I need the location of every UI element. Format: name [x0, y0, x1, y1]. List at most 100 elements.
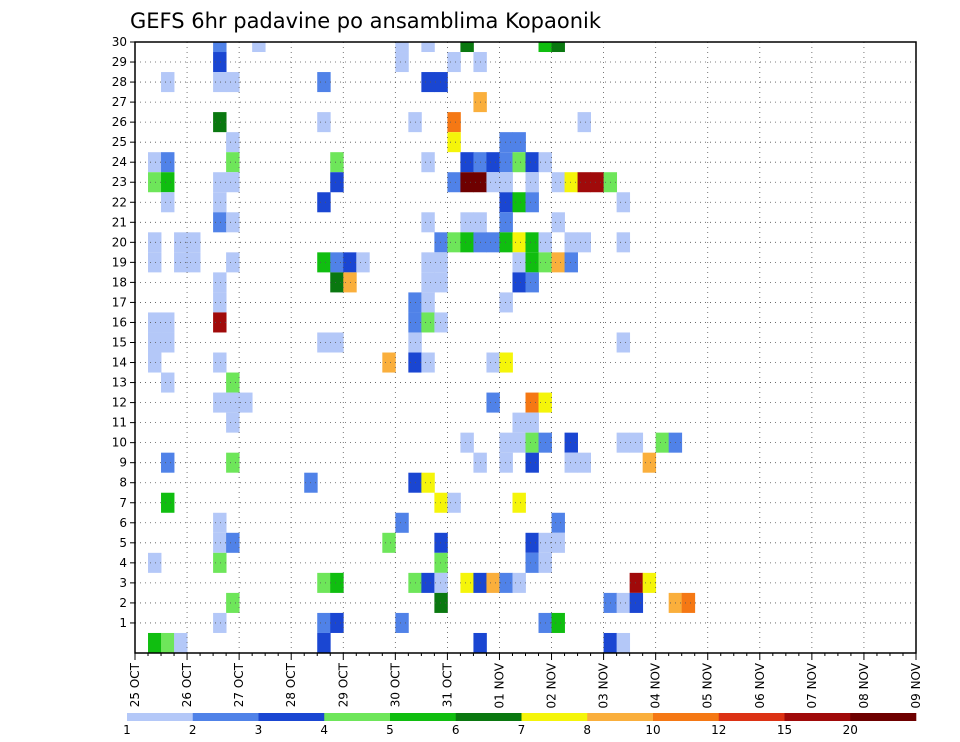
heatmap-cell — [486, 152, 500, 173]
heatmap-cell — [629, 592, 644, 613]
heatmap-cell — [460, 572, 474, 593]
heatmap-cell — [551, 42, 565, 53]
heatmap-cell — [551, 532, 565, 553]
heatmap-cell — [148, 252, 162, 273]
heatmap-cell — [460, 212, 474, 233]
heatmap-cell — [499, 452, 513, 473]
heatmap-cell — [447, 52, 461, 73]
heatmap-cell — [213, 72, 227, 93]
heatmap-cell — [395, 512, 409, 533]
x-tick-label: 07 NOV — [805, 662, 819, 708]
legend-level-label: 7 — [518, 723, 526, 737]
x-tick-label: 09 NOV — [909, 662, 923, 708]
heatmap-cell — [330, 252, 344, 273]
y-tick-label: 3 — [119, 576, 127, 590]
heatmap-cell — [512, 192, 526, 213]
heatmap-cell — [447, 492, 461, 513]
heatmap-cell — [525, 192, 539, 213]
legend-level-label: 5 — [386, 723, 394, 737]
y-tick-label: 25 — [112, 135, 127, 149]
x-tick-label: 02 NOV — [545, 662, 559, 708]
x-tick-label: 30 OCT — [388, 662, 402, 707]
heatmap-cell — [148, 332, 162, 353]
y-tick-label: 4 — [119, 556, 127, 570]
heatmap-cell — [512, 412, 526, 433]
heatmap-cell — [148, 232, 162, 253]
y-tick-label: 15 — [112, 335, 127, 349]
heatmap-cell — [343, 272, 357, 293]
y-tick-label: 14 — [112, 356, 127, 370]
x-tick-label: 25 OCT — [128, 662, 142, 707]
heatmap-cell — [382, 532, 396, 553]
heatmap-cell — [330, 612, 344, 633]
heatmap-cell — [564, 452, 578, 473]
heatmap-cell — [434, 492, 448, 513]
legend-swatch — [192, 713, 259, 721]
heatmap-cell — [525, 252, 539, 273]
x-tick-label: 01 NOV — [492, 662, 506, 708]
heatmap-cell — [356, 252, 370, 273]
legend-level-label: 4 — [320, 723, 328, 737]
heatmap-cell — [421, 572, 435, 593]
legend-swatch — [324, 713, 391, 721]
legend-swatch — [784, 713, 851, 721]
heatmap-cell — [616, 632, 631, 653]
heatmap-cell — [213, 172, 227, 193]
heatmap-cell — [421, 252, 435, 273]
heatmap-cell — [577, 172, 591, 193]
heatmap-cell — [213, 112, 227, 133]
heatmap-cell — [226, 72, 240, 93]
heatmap-cell — [512, 252, 526, 273]
heatmap-cell — [616, 192, 631, 213]
heatmap-cell — [460, 152, 474, 173]
heatmap-cell — [473, 632, 487, 653]
heatmap-cell — [434, 232, 448, 253]
x-tick-label: 08 NOV — [857, 662, 871, 708]
heatmap-cell — [161, 632, 175, 653]
heatmap-cell — [499, 432, 513, 453]
y-tick-label: 24 — [112, 155, 127, 169]
y-tick-label: 6 — [119, 516, 127, 530]
heatmap-cell — [421, 72, 435, 93]
heatmap-cell — [226, 372, 240, 393]
legend-swatch — [127, 713, 194, 721]
heatmap-cell — [226, 172, 240, 193]
heatmap-cell — [226, 132, 240, 153]
chart-title: GEFS 6hr padavine po ansamblima Kopaonik — [130, 9, 602, 33]
heatmap-cell — [460, 42, 474, 53]
heatmap-cell — [213, 512, 227, 533]
x-tick-label: 31 OCT — [440, 662, 454, 707]
heatmap-cell — [525, 232, 539, 253]
heatmap-cell — [421, 272, 435, 293]
x-tick-label: 05 NOV — [701, 662, 715, 708]
y-tick-label: 1 — [119, 616, 127, 630]
heatmap-cell — [252, 42, 266, 53]
heatmap-cell — [421, 292, 435, 313]
heatmap-cell — [213, 192, 227, 213]
y-tick-label: 16 — [112, 315, 127, 329]
heatmap-cell — [148, 312, 162, 333]
heatmap-cell — [317, 612, 331, 633]
heatmap-cell — [525, 392, 539, 413]
heatmap-cell — [629, 572, 644, 593]
heatmap-cell — [226, 252, 240, 273]
x-tick-label: 06 NOV — [753, 662, 767, 708]
heatmap-cell — [226, 592, 240, 613]
heatmap-cell — [148, 352, 162, 373]
heatmap-cell — [447, 172, 461, 193]
heatmap-cell — [551, 212, 565, 233]
heatmap-cell — [213, 392, 227, 413]
heatmap-cell — [525, 432, 539, 453]
x-tick-label: 26 OCT — [180, 662, 194, 707]
heatmap-cell — [148, 172, 162, 193]
x-axis: 25 OCT 26 OCT 27 OCT 28 OCT 29 OCT 30 OCT 31 O… — [128, 653, 923, 709]
heatmap-cell — [603, 632, 618, 653]
heatmap-cell — [499, 172, 513, 193]
heatmap-cell — [486, 392, 500, 413]
grid-lines — [134, 41, 917, 653]
heatmap-cell — [317, 332, 331, 353]
heatmap-cell — [330, 572, 344, 593]
y-tick-label: 13 — [112, 376, 127, 390]
heatmap-cell — [486, 352, 500, 373]
heatmap-cell — [512, 272, 526, 293]
